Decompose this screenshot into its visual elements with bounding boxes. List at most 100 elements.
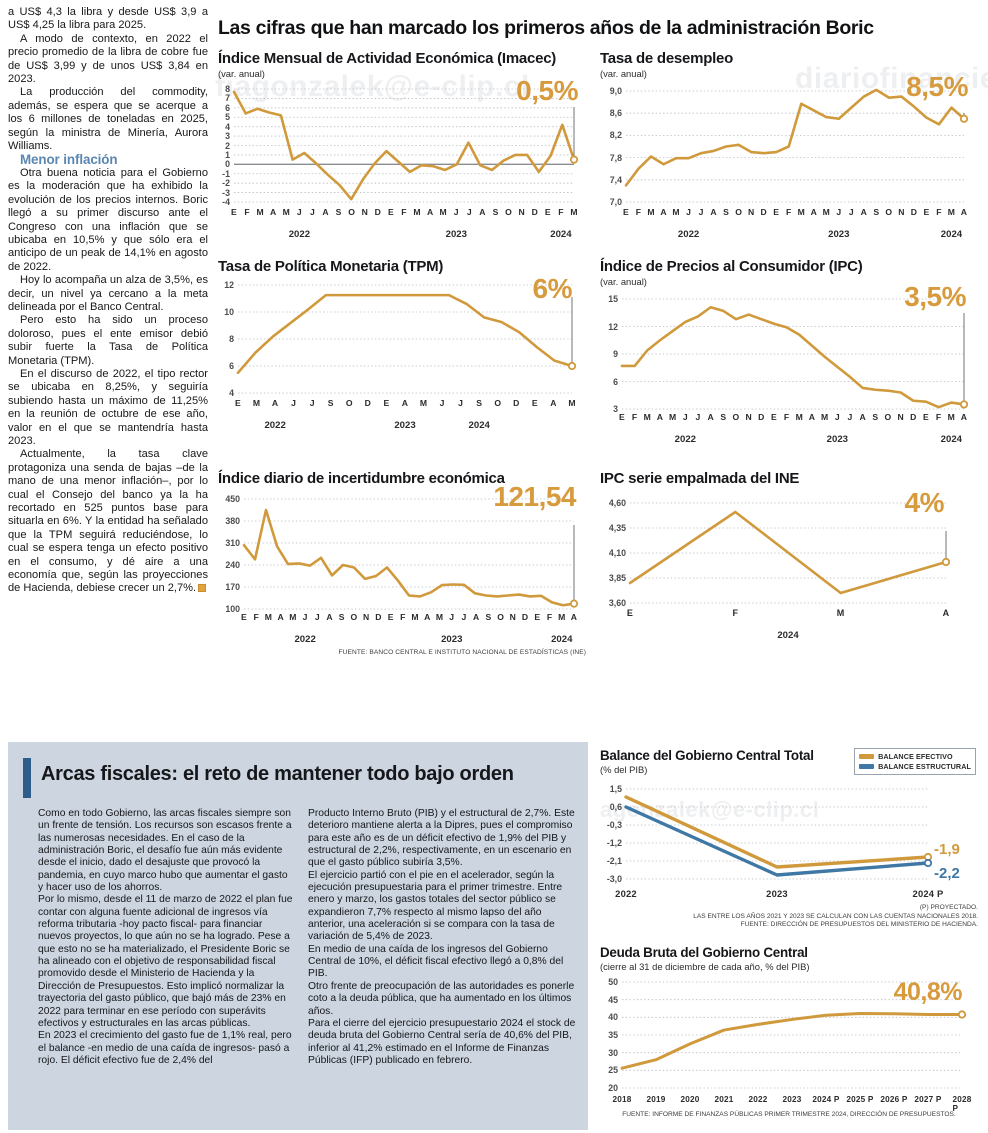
y-tick-label: 9,0 (609, 86, 622, 96)
x-tick-label: O (348, 207, 356, 217)
x-tick-label: S (476, 398, 483, 408)
x-tick-label: A (473, 612, 480, 622)
series-end-label: -1,9 (934, 841, 960, 858)
legend-swatch-icon (859, 754, 875, 759)
chart-year-labels: 2022 2023 2024 (600, 229, 978, 242)
x-tick-label: J (847, 412, 853, 422)
left-paragraph: Otra buena noticia para el Gobierno es l… (8, 166, 208, 273)
x-tick-label: J (439, 398, 445, 408)
x-tick-label: E (544, 207, 551, 217)
y-tick-label: 7,4 (609, 174, 622, 185)
x-tick-label: M (672, 207, 680, 217)
x-tick-label: E (387, 207, 394, 217)
y-tick-label: 240 (225, 560, 240, 570)
chart-plot-area: 450 380 310 240 170 100 121,54 (218, 483, 586, 614)
x-tick-label: O (885, 207, 893, 217)
year-label: 2023 (394, 420, 416, 431)
x-tick-label: A (656, 412, 664, 422)
x-tick-label: M (643, 412, 652, 422)
year-label: 2022 (264, 420, 286, 431)
fiscal-article-panel: Arcas fiscales: el reto de mantener todo… (8, 742, 588, 1130)
x-tick-label: F (631, 412, 638, 422)
y-tick-label: 30 (608, 1047, 618, 1058)
x-tick-label: F (558, 207, 564, 217)
chart-ipc: Índice de Precios al Consumidor (IPC) (v… (600, 258, 978, 447)
chart-plot-area: 4,60 4,35 4,10 3,85 3,60 4% (600, 489, 978, 608)
x-tick-label: M (568, 398, 576, 408)
bottom-section: Arcas fiscales: el reto de mantener todo… (8, 742, 980, 1130)
x-tick-label: S (338, 612, 345, 622)
y-tick-label: 3 (225, 131, 230, 142)
year-label: 2024 (550, 229, 572, 240)
left-paragraph: La producción del commodity, además, se … (8, 86, 208, 153)
x-tick-label: N (361, 207, 368, 217)
y-tick-label: 20 (608, 1083, 618, 1093)
x-tick-label: A (859, 412, 866, 422)
x-tick-label: J (296, 207, 302, 217)
y-tick-label: 50 (608, 977, 618, 987)
y-tick-label: 6 (225, 102, 230, 113)
year-label: 2023 (445, 229, 467, 240)
x-tick-label: 2023 (766, 888, 788, 899)
x-tick-label: F (635, 207, 642, 217)
fiscal-charts-panel: agonzalek@e-clip.cl Balance del Gobierno… (588, 742, 980, 1130)
year-label: 2024 (777, 630, 799, 641)
x-tick-label: O (732, 412, 740, 422)
x-tick-label: M (570, 207, 578, 217)
y-tick-label: 7,0 (609, 197, 622, 207)
y-tick-label: 3 (613, 404, 618, 414)
y-tick-label: -1,2 (606, 838, 622, 848)
left-paragraph: a US$ 4,3 la libra y desde US$ 3,9 a US$… (8, 6, 208, 32)
y-tick-label: 170 (225, 582, 240, 592)
y-tick-label: 310 (225, 538, 240, 548)
x-tick-label: M (252, 398, 261, 408)
x-tick-label: F (546, 612, 553, 622)
x-tick-label: A (277, 612, 284, 622)
x-tick-label: 2027 P (914, 1095, 942, 1104)
x-tick-label: A (660, 207, 667, 217)
x-tick-label: E (387, 612, 394, 622)
y-tick-label: -2 (222, 178, 230, 189)
legend-swatch-icon (859, 764, 875, 769)
x-tick-label: J (848, 207, 854, 217)
y-tick-label: 12 (608, 321, 618, 332)
chart-plot-area: 9,0 8,6 8,2 7,8 7,4 7,0 8,5% (600, 73, 978, 208)
x-tick-label: J (309, 398, 315, 408)
x-tick-label: 2022 (748, 1095, 768, 1104)
left-paragraph: En el discurso de 2022, el tipo rector s… (8, 367, 208, 447)
x-tick-label: M (795, 412, 804, 422)
y-tick-label: 0,6 (609, 802, 622, 812)
chart-ipc-empalmada: IPC serie empalmada del INE 4,60 4,35 4,10… (600, 470, 978, 643)
fiscal-paragraph: Otro frente de preocupación de las autor… (308, 980, 575, 1017)
chart-year-labels: 2022 2023 2024 (218, 634, 586, 647)
x-tick-label: S (485, 612, 492, 622)
chart-subtitle: (var. anual) (600, 276, 647, 287)
chart-title: Índice de Precios al Consumidor (IPC) (600, 258, 863, 275)
y-tick-label: -3 (222, 187, 230, 198)
x-tick-label: D (374, 207, 382, 217)
chart-notes: FUENTE: INFORME DE FINANZAS PÚBLICAS PRI… (600, 1111, 978, 1120)
chart-desempleo: Tasa de desempleo (var. anual) 9,0 8,6 8,2… (600, 50, 978, 242)
x-tick-label: J (453, 207, 459, 217)
x-tick-label: D (521, 612, 529, 622)
x-tick-label: E (619, 412, 625, 422)
y-tick-label: 4,10 (608, 548, 626, 558)
x-tick-label: E (923, 207, 930, 217)
x-tick-label: J (302, 612, 308, 622)
x-tick-label: F (935, 412, 942, 422)
x-tick-label: J (695, 412, 701, 422)
chart-title: IPC serie empalmada del INE (600, 470, 800, 487)
x-tick-label: 2024 P (812, 1095, 840, 1104)
chart-note: FUENTE: INFORME DE FINANZAS PÚBLICAS PRI… (622, 1111, 956, 1118)
y-tick-label: -4 (222, 197, 230, 207)
x-tick-label: 2018 (612, 1095, 632, 1104)
y-tick-label: 2 (225, 140, 230, 151)
y-tick-label: 380 (225, 516, 240, 526)
y-tick-label: 9 (613, 349, 618, 359)
chart-year-labels: 2022 2023 2024 (218, 420, 586, 433)
legend-label: BALANCE ESTRUCTURAL (878, 762, 971, 771)
chart-imacec: Índice Mensual de Actividad Económica (I… (218, 50, 586, 242)
x-tick-label: E (534, 612, 541, 622)
